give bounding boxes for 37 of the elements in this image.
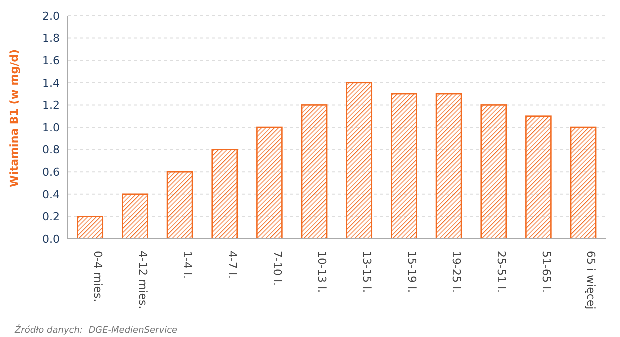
bar bbox=[166, 171, 194, 239]
x-tick-label: 15-19 l. bbox=[405, 251, 418, 294]
x-tick-label: 25-51 l. bbox=[494, 251, 508, 294]
x-tick-label: 13-15 l. bbox=[360, 251, 374, 294]
x-tick-label: 4-7 l. bbox=[226, 251, 239, 280]
y-tick-label: 1.4 bbox=[42, 76, 60, 90]
y-tick-label: 0.4 bbox=[42, 188, 60, 202]
bar bbox=[256, 126, 283, 239]
bar bbox=[391, 93, 418, 239]
y-tick-label: 0.2 bbox=[42, 210, 60, 224]
y-tick-label: 1.6 bbox=[42, 54, 60, 68]
bar bbox=[77, 216, 104, 239]
x-tick-label: 10-13 l. bbox=[316, 251, 329, 294]
y-tick-label: 1.0 bbox=[42, 121, 60, 134]
y-tick-label: 0.0 bbox=[42, 232, 60, 246]
x-tick-label: 1-4 l. bbox=[181, 251, 194, 280]
x-tick-label: 19-25 l. bbox=[450, 251, 464, 294]
bar bbox=[346, 82, 373, 239]
x-tick-label: 7-10 l. bbox=[270, 251, 284, 286]
y-tick-label: 1.2 bbox=[42, 99, 60, 112]
bar bbox=[301, 104, 328, 239]
x-tick-label: 0-4 mies. bbox=[91, 251, 104, 302]
bar bbox=[570, 126, 597, 239]
bar bbox=[212, 149, 238, 239]
x-tick-label: 51-65 l. bbox=[540, 251, 553, 294]
y-tick-label: 2.0 bbox=[42, 10, 60, 23]
bar bbox=[122, 194, 148, 239]
bar bbox=[480, 104, 508, 239]
text: Źródło danych: DGE-MedienService bbox=[15, 326, 178, 336]
x-tick-label: 65 i więcej bbox=[584, 251, 598, 310]
bar bbox=[526, 116, 552, 239]
y-axis-title: Witamina B1 (w mg/d) bbox=[8, 49, 21, 188]
y-tick-label: 1.8 bbox=[42, 32, 60, 46]
x-tick-label: 4-12 mies. bbox=[136, 251, 150, 310]
y-tick-label: 0.6 bbox=[42, 166, 60, 180]
y-tick-label: 0.8 bbox=[42, 144, 60, 157]
bar bbox=[436, 93, 462, 239]
